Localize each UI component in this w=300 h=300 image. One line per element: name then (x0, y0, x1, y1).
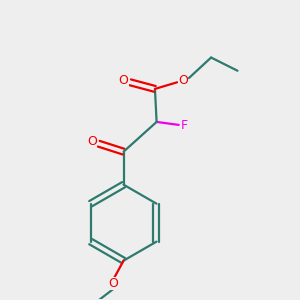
Text: O: O (118, 74, 128, 87)
Text: F: F (181, 119, 188, 132)
Text: O: O (178, 74, 188, 87)
Text: O: O (109, 277, 118, 290)
Text: O: O (87, 135, 97, 148)
